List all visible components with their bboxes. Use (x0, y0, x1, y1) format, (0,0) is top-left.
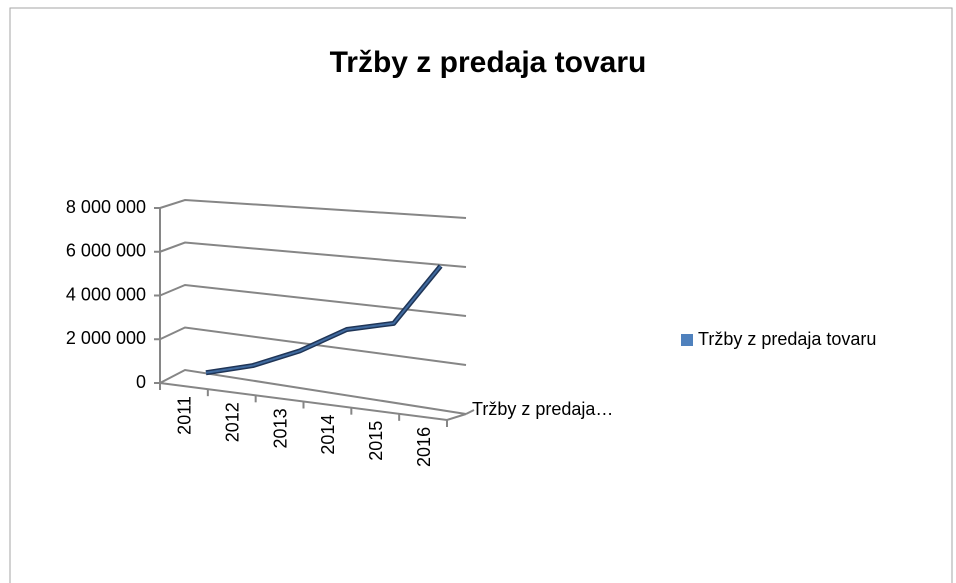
x-tick-label: 2016 (414, 427, 434, 467)
series-line (205, 265, 442, 374)
floor-edge (159, 382, 467, 422)
x-tick-label: 2014 (318, 415, 338, 455)
grid-line (159, 283, 467, 317)
x-tick-label: 2015 (366, 421, 386, 461)
y-tick-label: 4 000 000 (66, 284, 146, 304)
grid-line (159, 368, 467, 415)
legend-swatch (681, 334, 693, 346)
grid-line (159, 241, 467, 268)
legend-label: Tržby z predaja tovaru (698, 329, 876, 349)
grid-line (159, 326, 467, 366)
x-tick-label: 2013 (270, 408, 290, 448)
y-tick-label: 8 000 000 (66, 197, 146, 217)
y-tick-label: 2 000 000 (66, 328, 146, 348)
grid-line (159, 198, 467, 219)
depth-tick (465, 409, 475, 415)
y-tick-label: 0 (136, 372, 146, 392)
chart-title: Tržby z predaja tovaru (330, 46, 647, 79)
depth-label: Tržby z predaja… (472, 399, 613, 419)
chart-border (9, 7, 953, 583)
x-tick-label: 2011 (175, 396, 195, 435)
y-tick-label: 6 000 000 (66, 241, 146, 261)
x-tick-label: 2012 (223, 402, 243, 442)
